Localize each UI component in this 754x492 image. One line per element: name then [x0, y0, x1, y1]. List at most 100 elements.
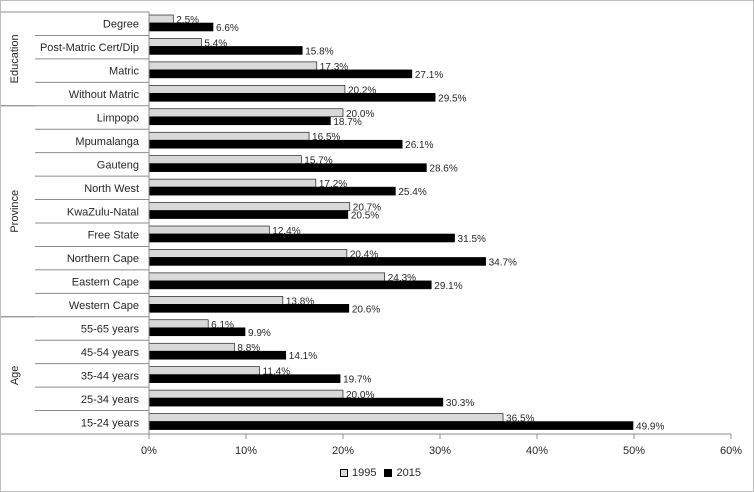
group-label-age: Age	[9, 366, 21, 386]
category-label-kwazulu-natal: KwaZulu-Natal	[67, 206, 139, 218]
bar-2015-limpopo	[148, 116, 331, 126]
bar-2015-northern-cape	[148, 257, 486, 266]
category-label-limpopo: Limpopo	[97, 113, 139, 125]
legend-swatch-1995	[340, 469, 348, 477]
bar-1995-free-state	[148, 225, 270, 235]
value-label-1995-degree: 2.5%	[176, 15, 199, 26]
bar-2015-55-65-years	[148, 327, 246, 337]
bar-1995-eastern-cape	[148, 272, 386, 282]
bar-2015-north-west	[148, 186, 396, 196]
value-label-2015-degree: 6.6%	[216, 23, 239, 34]
category-label-without-matric: Without Matric	[69, 89, 140, 101]
value-label-1995-mpumalanga: 16.5%	[312, 132, 340, 143]
bar-2015-gauteng	[148, 163, 427, 172]
value-label-1995-limpopo: 20.0%	[346, 109, 374, 120]
legend: 1995 2015	[340, 467, 425, 479]
category-label-45-54-years: 45-54 years	[81, 347, 140, 359]
category-label-free-state: Free State	[88, 230, 139, 242]
category-label-western-cape: Western Cape	[69, 300, 139, 312]
category-label-north-west: North West	[84, 183, 139, 195]
bar-1995-western-cape	[148, 296, 284, 305]
category-label-degree: Degree	[103, 19, 139, 31]
value-label-1995-free-state: 12.4%	[272, 226, 300, 237]
value-label-1995-post-matric-cert-dip: 5.4%	[204, 38, 227, 49]
bar-1995-northern-cape	[148, 249, 348, 258]
value-label-1995-without-matric: 20.2%	[348, 85, 376, 96]
bar-2015-kwazulu-natal	[148, 210, 349, 219]
value-label-1995-gauteng: 15.7%	[304, 156, 332, 167]
value-label-1995-kwazulu-natal: 20.7%	[353, 203, 381, 214]
category-label-post-matric-cert-dip: Post-Matric Cert/Dip	[40, 42, 139, 54]
x-tick-label-6: 60%	[720, 445, 742, 457]
bar-1995-post-matric-cert-dip	[148, 38, 202, 47]
legend-swatch-2015	[384, 469, 393, 477]
bar-1995-gauteng	[148, 155, 302, 164]
bar-1995-15-24-years	[148, 413, 504, 422]
value-label-2015-post-matric-cert-dip: 15.8%	[305, 46, 333, 57]
category-label-15-24-years: 15-24 years	[81, 417, 140, 429]
value-label-2015-northern-cape: 34.7%	[489, 257, 517, 268]
value-label-1995-western-cape: 13.8%	[286, 296, 314, 307]
bar-2015-matric	[148, 69, 413, 79]
category-label-northern-cape: Northern Cape	[67, 253, 139, 265]
x-tick-label-5: 50%	[623, 445, 645, 457]
bar-2015-15-24-years	[148, 421, 634, 430]
bar-chart: 2.5% 6.6% Degree 5.4% 15.8% Post-Matric Cert/…	[1, 11, 742, 457]
value-label-1995-northern-cape: 20.4%	[350, 249, 378, 260]
value-label-2015-45-54-years: 14.1%	[289, 351, 317, 362]
value-label-1995-45-54-years: 8.8%	[237, 343, 260, 354]
bar-2015-mpumalanga	[148, 139, 403, 149]
value-label-1995-north-west: 17.2%	[319, 179, 347, 190]
value-label-2015-35-44-years: 19.7%	[343, 375, 371, 386]
legend-label-1995: 1995	[352, 467, 377, 479]
bar-1995-25-34-years	[148, 389, 344, 399]
value-label-2015-kwazulu-natal: 20.5%	[351, 211, 379, 222]
category-label-mpumalanga: Mpumalanga	[75, 136, 139, 148]
bar-1995-45-54-years	[148, 342, 235, 352]
value-label-2015-55-65-years: 9.9%	[248, 328, 271, 339]
value-label-2015-without-matric: 29.5%	[438, 93, 466, 104]
group-label-province: Province	[9, 190, 21, 233]
bar-2015-35-44-years	[148, 374, 341, 383]
value-label-2015-15-24-years: 49.9%	[636, 422, 664, 433]
bar-1995-north-west	[148, 178, 317, 188]
bar-1995-degree	[148, 14, 174, 24]
value-label-2015-gauteng: 28.6%	[429, 164, 457, 175]
value-label-2015-mpumalanga: 26.1%	[405, 140, 433, 151]
category-label-eastern-cape: Eastern Cape	[72, 277, 139, 289]
bar-2015-eastern-cape	[148, 280, 432, 290]
bar-2015-post-matric-cert-dip	[148, 46, 303, 55]
value-label-1995-15-24-years: 36.5%	[506, 414, 534, 425]
x-tick-label-0: 0%	[141, 445, 157, 457]
x-tick-label-3: 30%	[429, 445, 451, 457]
category-label-55-65-years: 55-65 years	[81, 324, 140, 336]
value-label-1995-35-44-years: 11.4%	[263, 367, 291, 378]
bar-1995-matric	[148, 61, 318, 71]
bar-2015-degree	[148, 22, 214, 32]
value-label-1995-55-65-years: 6.1%	[211, 320, 234, 331]
legend-item-2015: 2015	[384, 467, 421, 479]
x-tick-label-2: 20%	[332, 445, 354, 457]
category-label-gauteng: Gauteng	[97, 159, 139, 171]
value-label-2015-free-state: 31.5%	[458, 234, 486, 245]
bar-1995-limpopo	[148, 108, 344, 118]
x-tick-label-1: 10%	[235, 445, 257, 457]
x-tick-label-4: 40%	[526, 445, 548, 457]
category-label-25-34-years: 25-34 years	[81, 394, 140, 406]
legend-label-2015: 2015	[396, 467, 421, 479]
value-label-1995-matric: 17.3%	[320, 62, 348, 73]
category-label-35-44-years: 35-44 years	[81, 370, 140, 382]
value-label-2015-limpopo: 18.7%	[333, 117, 361, 128]
value-label-2015-25-34-years: 30.3%	[446, 398, 474, 409]
bar-2015-25-34-years	[148, 397, 444, 407]
value-label-2015-eastern-cape: 29.1%	[434, 281, 462, 292]
value-label-2015-matric: 27.1%	[415, 70, 443, 81]
bar-2015-western-cape	[148, 304, 350, 313]
bar-1995-35-44-years	[148, 366, 260, 375]
bar-1995-mpumalanga	[148, 131, 310, 141]
bar-1995-55-65-years	[148, 319, 209, 329]
bar-2015-free-state	[148, 233, 455, 243]
bar-1995-kwazulu-natal	[148, 202, 351, 211]
group-label-education: Education	[9, 34, 21, 83]
